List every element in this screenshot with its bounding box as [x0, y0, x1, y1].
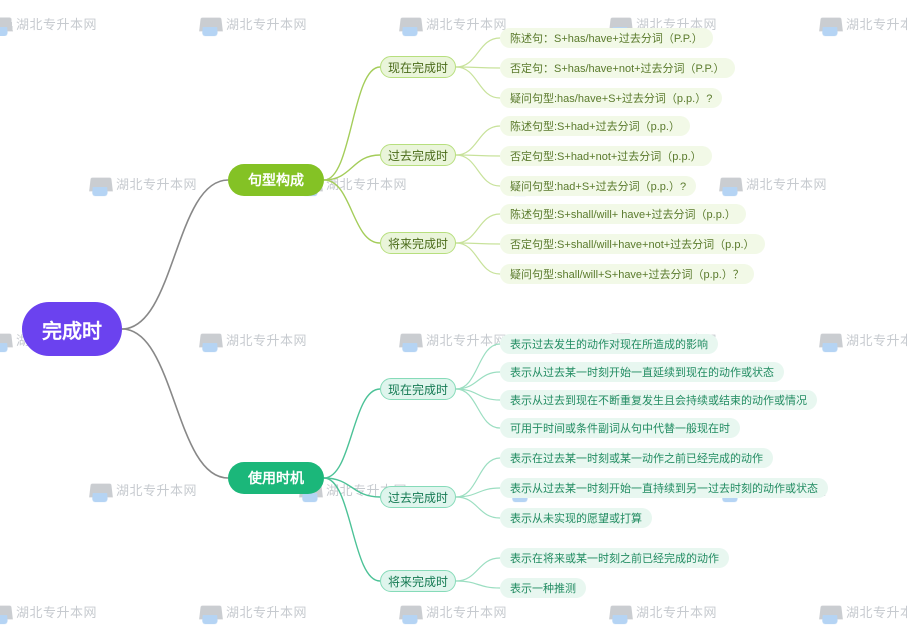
leaf-label: 表示过去发生的动作对现在所造成的影响 [510, 336, 708, 352]
leaf-node: 否定句：S+has/have+not+过去分词（P.P.） [500, 58, 735, 78]
mid-node-past-perfect-b: 过去完成时 [380, 486, 456, 508]
leaf-label: 表示从过去到现在不断重复发生且会持续或结束的动作或情况 [510, 392, 807, 408]
watermark: 湖北专升本网 [400, 14, 507, 33]
watermark: 湖北专升本网 [0, 602, 97, 621]
mid-label: 过去完成时 [388, 489, 448, 506]
leaf-node: 表示在过去某一时刻或某一动作之前已经完成的动作 [500, 448, 773, 468]
category-node-sentence-structure: 句型构成 [228, 164, 324, 196]
watermark: 湖北专升本网 [400, 602, 507, 621]
watermark: 湖北专升本网 [200, 330, 307, 349]
watermark: 湖北专升本网 [400, 330, 507, 349]
connectors-svg [0, 0, 907, 629]
leaf-node: 表示从过去到现在不断重复发生且会持续或结束的动作或情况 [500, 390, 817, 410]
mid-node-future-perfect-b: 将来完成时 [380, 570, 456, 592]
leaf-node: 否定句型:S+had+not+过去分词（p.p.） [500, 146, 712, 166]
mid-label: 现在完成时 [388, 381, 448, 398]
leaf-label: 疑问句型:had+S+过去分词（p.p.）? [510, 178, 686, 194]
leaf-node: 表示一种推测 [500, 578, 586, 598]
leaf-node: 陈述句：S+has/have+过去分词（P.P.） [500, 28, 713, 48]
mid-node-present-perfect-a: 现在完成时 [380, 56, 456, 78]
leaf-label: 否定句型:S+shall/will+have+not+过去分词（p.p.） [510, 236, 755, 252]
category-node-usage-timing: 使用时机 [228, 462, 324, 494]
watermark: 湖北专升本网 [200, 602, 307, 621]
watermark: 湖北专升本网 [820, 330, 907, 349]
leaf-label: 陈述句型:S+shall/will+ have+过去分词（p.p.） [510, 206, 736, 222]
category-label: 使用时机 [248, 468, 304, 488]
leaf-label: 表示一种推测 [510, 580, 576, 596]
watermark: 湖北专升本网 [200, 14, 307, 33]
watermark: 湖北专升本网 [610, 602, 717, 621]
leaf-node: 表示在将来或某一时刻之前已经完成的动作 [500, 548, 729, 568]
leaf-label: 陈述句：S+has/have+过去分词（P.P.） [510, 30, 703, 46]
mid-label: 现在完成时 [388, 59, 448, 76]
leaf-label: 否定句型:S+had+not+过去分词（p.p.） [510, 148, 702, 164]
leaf-label: 表示在过去某一时刻或某一动作之前已经完成的动作 [510, 450, 763, 466]
mid-node-present-perfect-b: 现在完成时 [380, 378, 456, 400]
mid-label: 过去完成时 [388, 147, 448, 164]
leaf-node: 疑问句型:had+S+过去分词（p.p.）? [500, 176, 696, 196]
mid-label: 将来完成时 [388, 573, 448, 590]
watermark: 湖北专升本网 [820, 602, 907, 621]
watermark-layer: 湖北专升本网湖北专升本网湖北专升本网湖北专升本网湖北专升本网湖北专升本网湖北专升… [0, 0, 907, 629]
leaf-node: 表示从过去某一时刻开始一直持续到另一过去时刻的动作或状态 [500, 478, 828, 498]
leaf-node: 陈述句型:S+shall/will+ have+过去分词（p.p.） [500, 204, 746, 224]
leaf-label: 否定句：S+has/have+not+过去分词（P.P.） [510, 60, 725, 76]
watermark: 湖北专升本网 [0, 14, 97, 33]
leaf-label: 疑问句型:has/have+S+过去分词（p.p.）? [510, 90, 712, 106]
leaf-label: 表示从过去某一时刻开始一直持续到另一过去时刻的动作或状态 [510, 480, 818, 496]
watermark: 湖北专升本网 [90, 480, 197, 499]
leaf-node: 表示从过去某一时刻开始一直延续到现在的动作或状态 [500, 362, 784, 382]
watermark: 湖北专升本网 [720, 174, 827, 193]
leaf-label: 表示在将来或某一时刻之前已经完成的动作 [510, 550, 719, 566]
leaf-node: 疑问句型:has/have+S+过去分词（p.p.）? [500, 88, 722, 108]
leaf-label: 表示从未实现的愿望或打算 [510, 510, 642, 526]
leaf-label: 表示从过去某一时刻开始一直延续到现在的动作或状态 [510, 364, 774, 380]
leaf-label: 疑问句型:shall/will+S+have+过去分词（p.p.）？ [510, 266, 744, 282]
leaf-node: 疑问句型:shall/will+S+have+过去分词（p.p.）？ [500, 264, 754, 284]
watermark: 湖北专升本网 [90, 174, 197, 193]
leaf-label: 可用于时间或条件副词从句中代替一般现在时 [510, 420, 730, 436]
category-label: 句型构成 [248, 170, 304, 190]
leaf-label: 陈述句型:S+had+过去分词（p.p.） [510, 118, 680, 134]
leaf-node: 可用于时间或条件副词从句中代替一般现在时 [500, 418, 740, 438]
watermark: 湖北专升本网 [820, 14, 907, 33]
leaf-node: 表示过去发生的动作对现在所造成的影响 [500, 334, 718, 354]
root-node: 完成时 [22, 302, 122, 356]
leaf-node: 否定句型:S+shall/will+have+not+过去分词（p.p.） [500, 234, 765, 254]
root-label: 完成时 [42, 315, 102, 344]
mid-label: 将来完成时 [388, 235, 448, 252]
leaf-node: 陈述句型:S+had+过去分词（p.p.） [500, 116, 690, 136]
leaf-node: 表示从未实现的愿望或打算 [500, 508, 652, 528]
mid-node-future-perfect-a: 将来完成时 [380, 232, 456, 254]
mid-node-past-perfect-a: 过去完成时 [380, 144, 456, 166]
